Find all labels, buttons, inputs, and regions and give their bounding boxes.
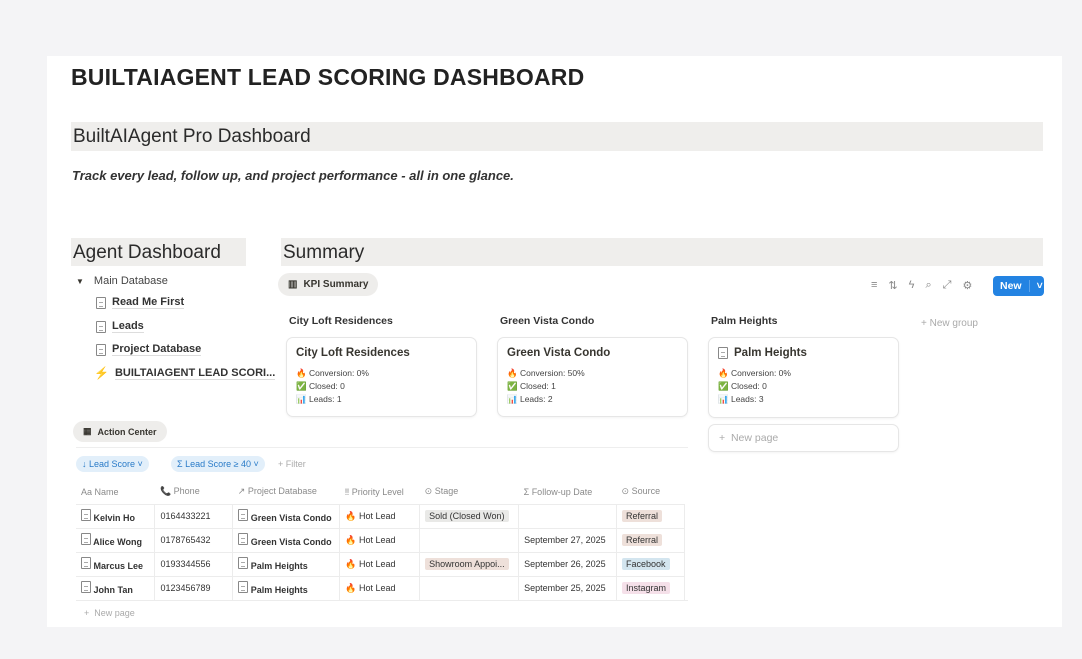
status-icon: ⊙ xyxy=(424,486,433,497)
relation-arrow-icon: ↗ xyxy=(237,486,246,497)
chart-icon: 📊 xyxy=(296,394,307,404)
fire-icon: 🔥 xyxy=(345,534,357,545)
kpi-card[interactable]: Green Vista Condo 🔥 Conversion: 50% ✅ Cl… xyxy=(497,337,688,417)
group-header: Green Vista Condo xyxy=(500,315,595,327)
automation-icon[interactable]: ϟ xyxy=(908,279,915,291)
column-header-name[interactable]: Aa Name xyxy=(81,486,119,497)
check-icon: ✅ xyxy=(718,381,729,391)
page-title: BUILTAIAGENT LEAD SCORING DASHBOARD xyxy=(71,64,585,90)
table-row[interactable]: Alice Wong 0178765432 Green Vista Condo … xyxy=(76,527,685,552)
settings-icon[interactable]: ⚙ xyxy=(962,280,973,292)
select-icon: ⊙ xyxy=(621,486,630,497)
tree-item-leads[interactable]: Leads xyxy=(96,320,144,333)
agent-dashboard-heading: Agent Dashboard xyxy=(71,238,246,266)
text-icon: Aa xyxy=(81,486,93,497)
page-icon xyxy=(718,347,728,359)
add-filter-button[interactable]: + Filter xyxy=(278,459,306,469)
page-icon xyxy=(96,343,106,356)
new-page-button[interactable]: + New page xyxy=(708,424,899,452)
page-icon xyxy=(238,557,249,569)
dashboard-heading: BuiltAIAgent Pro Dashboard xyxy=(71,122,1043,151)
fire-icon: 🔥 xyxy=(507,368,518,378)
filter-icon[interactable]: ≡ xyxy=(871,279,878,291)
divider xyxy=(76,600,688,601)
page-icon xyxy=(81,581,91,594)
divider xyxy=(76,447,688,448)
priority-icon: ‼ xyxy=(344,486,350,497)
page-icon xyxy=(81,557,91,569)
table-header: Aa Name 📞 Phone ↗ Project Database ‼ Pri… xyxy=(76,480,685,504)
leads-table: Aa Name 📞 Phone ↗ Project Database ‼ Pri… xyxy=(76,480,685,600)
formula-icon: Σ xyxy=(523,486,530,497)
table-new-page-button[interactable]: + New page xyxy=(84,608,135,618)
tree-item-project-database[interactable]: Project Database xyxy=(96,343,202,356)
kpi-card[interactable]: City Loft Residences 🔥 Conversion: 0% ✅ … xyxy=(286,337,477,417)
column-header-phone[interactable]: 📞 Phone xyxy=(159,486,200,497)
sort-chip[interactable]: ↓ Lead Score ˅ xyxy=(76,456,149,472)
view-toolbar: ≡ ⇅ ϟ ⌕ ⤢ ⚙ xyxy=(871,279,972,292)
page-icon xyxy=(96,296,106,309)
page-icon xyxy=(238,509,249,521)
table-row[interactable]: John Tan 0123456789 Palm Heights 🔥 Hot L… xyxy=(76,575,685,600)
page-icon xyxy=(81,509,91,521)
board-icon: ▥ xyxy=(288,279,298,290)
tagline: Track every lead, follow up, and project… xyxy=(72,168,514,183)
check-icon: ✅ xyxy=(507,381,518,391)
fire-icon: 🔥 xyxy=(345,510,357,521)
kpi-summary-view-tab[interactable]: ▥ KPI Summary xyxy=(278,273,379,296)
column-header-project[interactable]: ↗ Project Database xyxy=(237,486,317,497)
fire-icon: 🔥 xyxy=(718,368,729,378)
chart-icon: 📊 xyxy=(718,394,729,404)
new-group-button[interactable]: + New group xyxy=(921,318,978,329)
expand-icon[interactable]: ⤢ xyxy=(942,279,952,291)
sort-icon[interactable]: ⇅ xyxy=(888,280,898,292)
check-icon: ✅ xyxy=(296,381,307,391)
column-header-followup[interactable]: Σ Follow-up Date xyxy=(523,486,593,497)
fire-icon: 🔥 xyxy=(345,582,357,593)
chart-icon: 📊 xyxy=(507,394,518,404)
column-header-source[interactable]: ⊙ Source xyxy=(621,486,661,497)
tree-item-lead-scoring[interactable]: ⚡ BUILTAIAGENT LEAD SCORI... xyxy=(94,366,276,380)
phone-icon: 📞 xyxy=(159,486,172,497)
tree-toggle-main-database[interactable]: ▼ Main Database xyxy=(76,275,168,287)
tree-item-read-me-first[interactable]: Read Me First xyxy=(96,296,185,309)
fire-icon: 🔥 xyxy=(345,558,357,569)
column-header-priority[interactable]: ‼ Priority Level xyxy=(344,486,404,497)
chevron-down-icon[interactable]: ˅ xyxy=(1028,280,1050,292)
group-header: Palm Heights xyxy=(711,315,778,327)
lightning-link-icon: ⚡ xyxy=(94,366,109,380)
caret-down-icon: ▼ xyxy=(76,276,84,286)
page-icon xyxy=(238,581,249,594)
new-button[interactable]: New ˅ xyxy=(993,276,1044,296)
search-icon[interactable]: ⌕ xyxy=(925,279,932,291)
table-icon: ▦ xyxy=(83,426,92,436)
summary-heading: Summary xyxy=(281,238,1043,266)
page-icon xyxy=(238,533,249,545)
table-row[interactable]: Marcus Lee 0193344556 Palm Heights 🔥 Hot… xyxy=(76,551,685,576)
action-center-view-tab[interactable]: ▦ Action Center xyxy=(73,421,167,442)
fire-icon: 🔥 xyxy=(296,368,307,378)
table-row[interactable]: Kelvin Ho 0164433221 Green Vista Condo 🔥… xyxy=(76,503,685,528)
filter-chip[interactable]: Σ Lead Score ≥ 40 ˅ xyxy=(171,456,265,472)
page-icon xyxy=(96,320,106,333)
group-header: City Loft Residences xyxy=(289,315,393,327)
kpi-card[interactable]: Palm Heights 🔥 Conversion: 0% ✅ Closed: … xyxy=(708,337,899,418)
column-header-stage[interactable]: ⊙ Stage xyxy=(424,486,459,497)
page-icon xyxy=(81,533,91,545)
